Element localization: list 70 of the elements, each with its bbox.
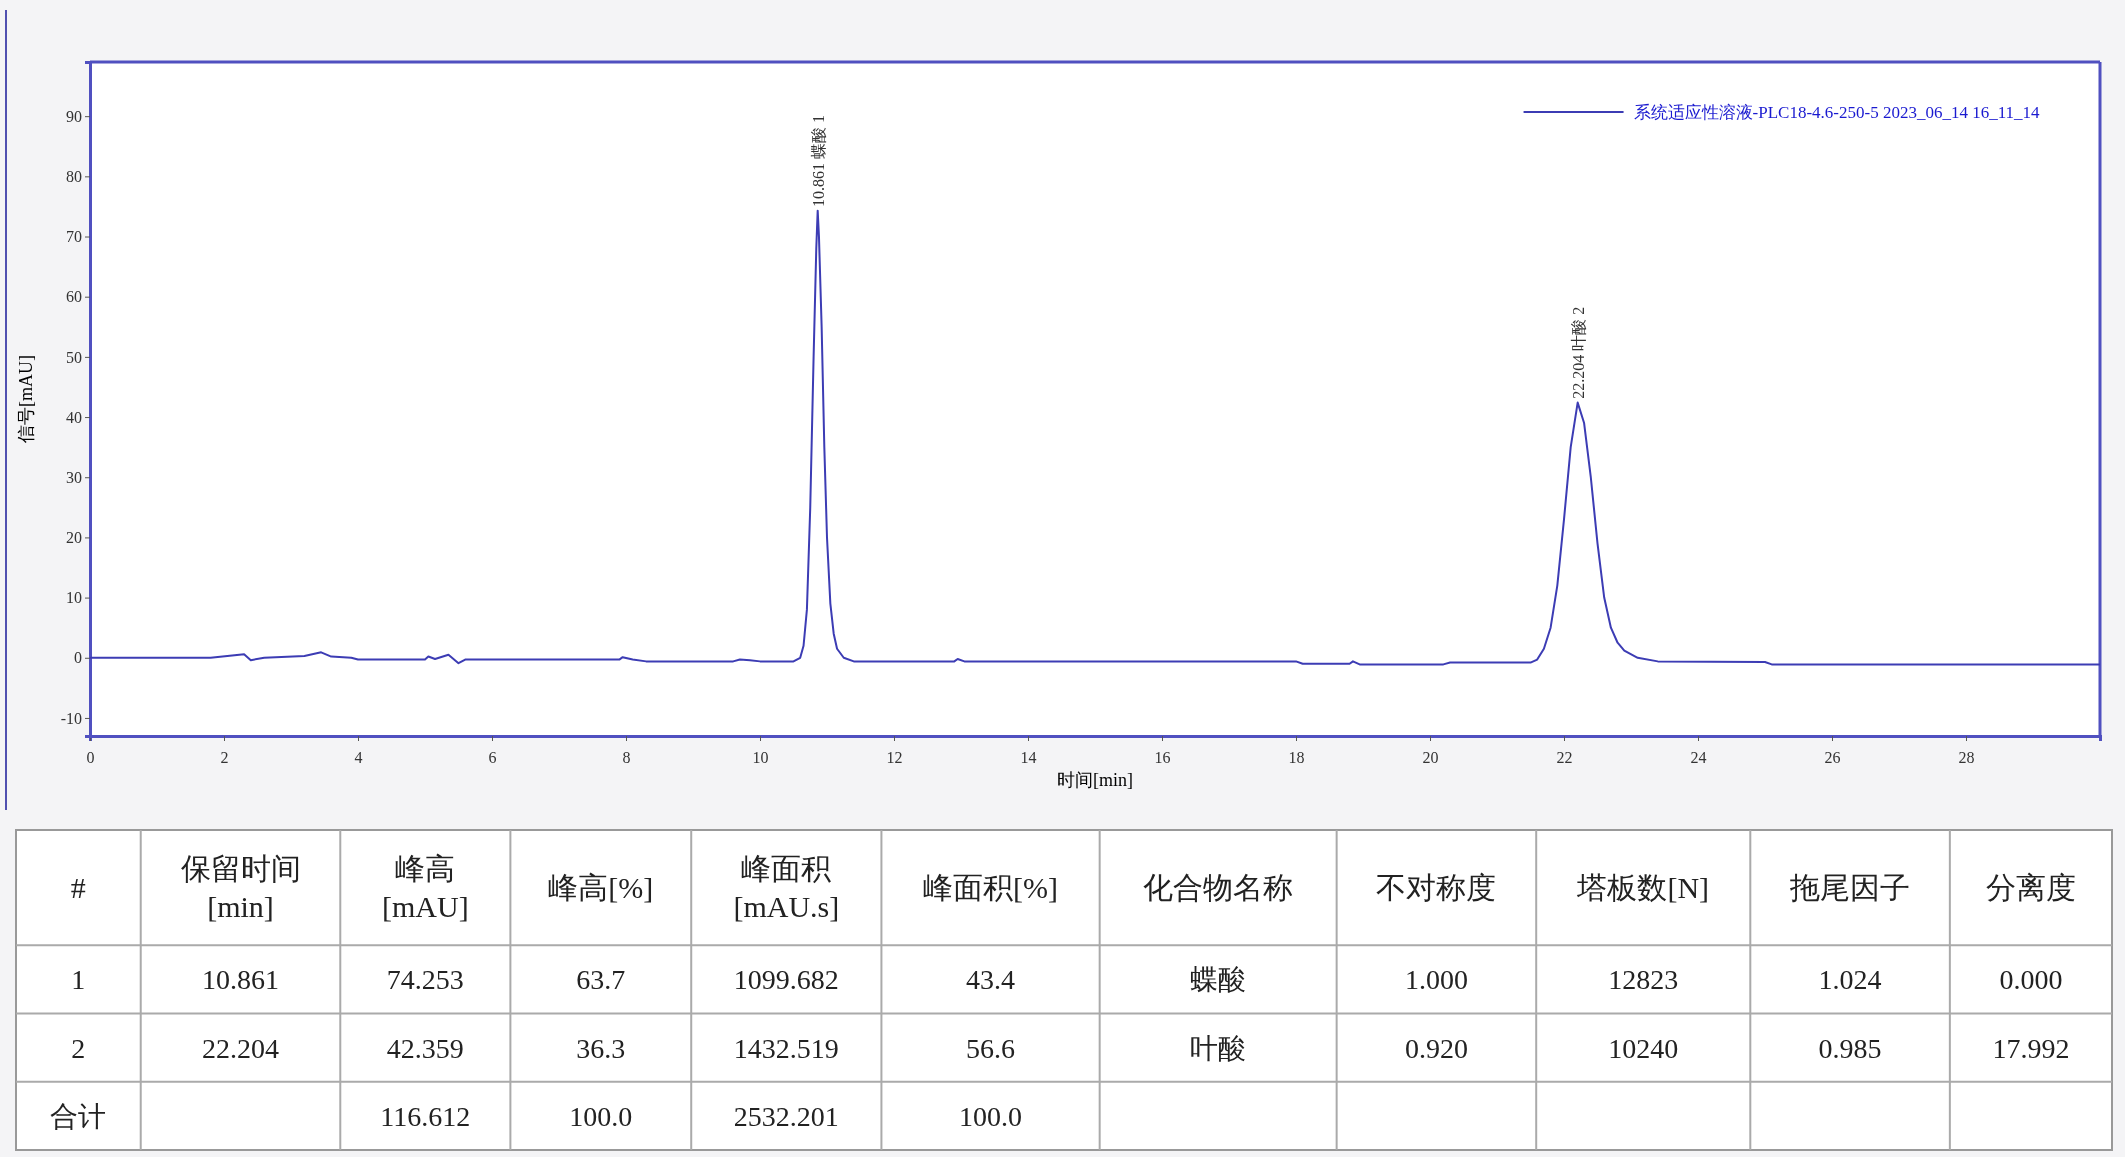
text: 10.861 (202, 964, 279, 996)
category-label: 不对称度 (1376, 870, 1497, 904)
y-tick-label: 20 (66, 529, 82, 547)
text: 116.612 (380, 1100, 471, 1132)
text: 1 (71, 964, 86, 996)
text: 22.204 (202, 1032, 279, 1064)
x-tick-label: 16 (1154, 749, 1171, 767)
text: 10240 (1608, 1032, 1679, 1064)
text: 0.000 (1999, 964, 2063, 996)
x-tick-label: 4 (354, 749, 363, 767)
text: 1099.682 (733, 964, 839, 996)
text: 100.0 (959, 1100, 1023, 1132)
text: 56.6 (966, 1032, 1016, 1064)
y-tick-label: 80 (66, 167, 82, 185)
y-tick-label: 10 (66, 589, 82, 607)
x-tick-label: 26 (1824, 749, 1841, 767)
category-label: 峰高[%] (548, 870, 654, 904)
text: 2532.201 (733, 1100, 839, 1132)
category-label: 塔板数[N] (1576, 870, 1710, 904)
x-tick-label: 24 (1690, 749, 1707, 767)
x-tick-label: 14 (1020, 749, 1037, 767)
x-tick-label: 28 (1958, 749, 1975, 767)
category-label: 峰面积 [mAU.s] (733, 851, 840, 923)
text: 2 (71, 1032, 86, 1064)
x-tick-label: 0 (86, 749, 95, 767)
y-axis-title: 信号[mAU] (16, 355, 36, 443)
text: 1.000 (1404, 964, 1468, 996)
text: 叶酸 (1190, 1032, 1247, 1064)
y-tick-label: -10 (60, 709, 82, 727)
text: 63.7 (576, 964, 626, 996)
text: 蝶酸 (1190, 964, 1247, 996)
x-tick-label: 8 (622, 749, 631, 767)
text: 0.920 (1404, 1032, 1468, 1064)
y-tick-label: 70 (66, 228, 82, 246)
text: 1.024 (1818, 964, 1882, 996)
text: 100.0 (569, 1100, 633, 1132)
text: 12823 (1608, 964, 1679, 996)
text: 0.985 (1818, 1032, 1882, 1064)
text: 17.992 (1992, 1032, 2070, 1064)
category-label: 峰面积[%] (923, 870, 1059, 904)
x-tick-label: 6 (488, 749, 497, 767)
category-label: 峰高 [mAU] (382, 851, 469, 923)
y-tick-label: 90 (66, 107, 82, 125)
annotation: 10.861 蝶酸 1 (809, 114, 827, 207)
text: 合计 (50, 1100, 107, 1132)
text: 74.253 (386, 964, 464, 996)
y-tick-label: 30 (66, 468, 82, 486)
annotation: 22.204 叶酸 2 (1569, 306, 1587, 399)
text: 43.4 (966, 964, 1016, 996)
category-label: 化合物名称 (1143, 870, 1294, 904)
text: 42.359 (386, 1032, 464, 1064)
text: 36.3 (576, 1032, 626, 1064)
x-tick-label: 12 (886, 749, 903, 767)
x-axis-title: 时间[min] (1057, 770, 1133, 790)
y-tick-label: 0 (74, 649, 82, 667)
text: 系统适应性溶液-PLC18-4.6-250-5 2023_06_14 16_11_14 (1633, 103, 2040, 122)
category-label: 拖尾因子 (1789, 870, 1911, 904)
x-tick-label: 20 (1422, 749, 1439, 767)
text: 1432.519 (733, 1032, 839, 1064)
line-series (89, 209, 2101, 666)
y-tick-label: 40 (66, 408, 82, 426)
x-tick-label: 22 (1556, 749, 1573, 767)
category-label: 分离度 (1985, 870, 2076, 904)
x-tick-label: 2 (220, 749, 229, 767)
x-tick-label: 18 (1288, 749, 1305, 767)
y-tick-label: 50 (66, 348, 82, 366)
category-label: # (70, 870, 86, 904)
x-tick-label: 10 (752, 749, 769, 767)
y-tick-label: 60 (66, 288, 82, 306)
category-label: 保留时间 [min] (180, 851, 301, 923)
